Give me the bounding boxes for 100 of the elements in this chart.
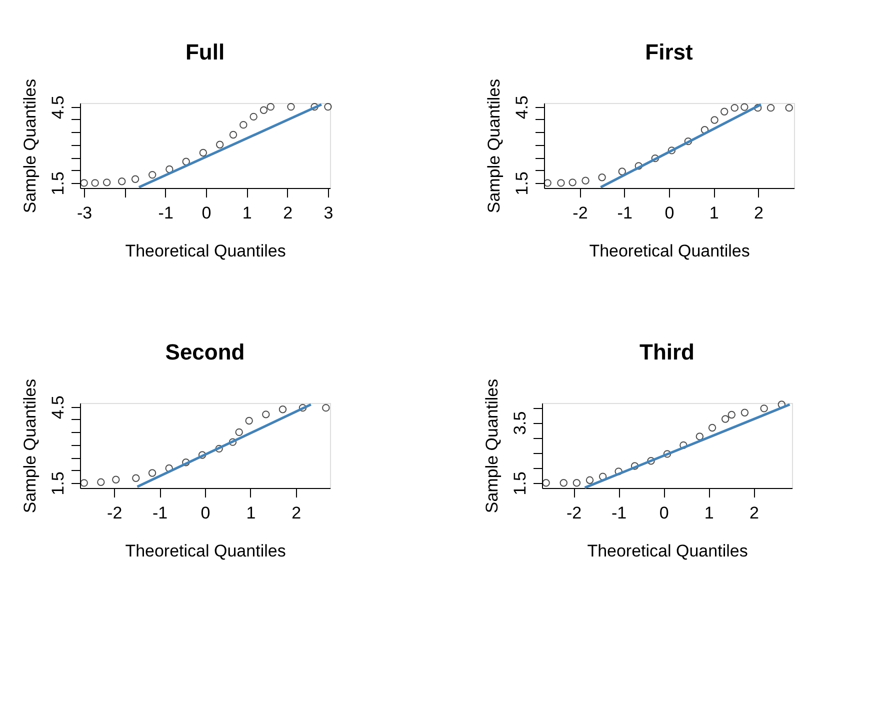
y-tick-label: 1.5: [510, 472, 530, 496]
x-tick-label: 1: [704, 504, 714, 522]
point: [148, 469, 156, 477]
point: [696, 432, 704, 440]
point: [684, 137, 692, 146]
x-tick-label: 1: [242, 204, 252, 222]
y-tick-label: 4.5: [48, 395, 68, 420]
point: [542, 479, 550, 487]
point: [182, 158, 190, 166]
point: [131, 175, 140, 183]
point: [262, 410, 270, 418]
chart-title: Third: [640, 339, 694, 364]
point: [91, 179, 99, 187]
point: [97, 478, 105, 486]
point: [112, 476, 120, 484]
y-axis-title: Sample Quantiles: [20, 78, 40, 214]
point: [298, 404, 307, 412]
point: [266, 102, 275, 111]
x-tick-label: 0: [200, 504, 210, 522]
point: [80, 179, 88, 187]
x-tick-label: 2: [754, 204, 764, 222]
point: [278, 405, 287, 414]
point: [680, 441, 688, 450]
point: [586, 476, 594, 484]
chart-title: Full: [185, 39, 225, 64]
point: [740, 103, 748, 111]
point: [260, 106, 268, 114]
x-tick-label: 0: [659, 504, 669, 522]
point: [235, 428, 243, 436]
x-tick-label: -1: [158, 204, 174, 222]
point: [544, 179, 552, 187]
point: [651, 154, 660, 162]
point: [730, 104, 738, 112]
point: [630, 462, 639, 470]
chart-title: First: [645, 39, 694, 64]
point: [102, 178, 111, 186]
point: [614, 468, 622, 476]
point: [118, 178, 126, 186]
point: [766, 104, 775, 112]
point: [647, 457, 655, 465]
point: [148, 170, 156, 179]
point: [324, 102, 332, 111]
point: [720, 108, 728, 116]
y-axis-title: Sample Quantiles: [20, 378, 40, 514]
x-tick-label: 2: [292, 504, 302, 522]
point: [740, 408, 749, 416]
y-tick-label: 1.5: [48, 472, 68, 496]
y-tick-label: 1.5: [512, 172, 532, 196]
y-axis-title: Sample Quantiles: [484, 78, 504, 214]
point: [760, 404, 768, 412]
x-tick-label: -2: [566, 504, 582, 522]
x-tick-label: 1: [709, 204, 719, 222]
point: [582, 176, 590, 184]
x-tick-label: -2: [572, 204, 588, 222]
point: [240, 120, 248, 129]
point: [80, 479, 88, 487]
point: [668, 146, 676, 154]
point: [228, 438, 237, 446]
point: [182, 458, 190, 466]
x-tick-label: -1: [617, 204, 632, 222]
x-tick-label: 2: [283, 204, 293, 222]
point: [754, 104, 762, 112]
chart-title: Second: [165, 339, 245, 364]
x-axis-title: Theoretical Quantiles: [125, 242, 286, 260]
point: [572, 479, 581, 487]
point: [560, 479, 568, 487]
point: [663, 450, 672, 458]
point: [708, 424, 716, 432]
point: [634, 162, 642, 170]
point: [215, 444, 223, 453]
point: [245, 416, 253, 425]
y-tick-label: 3.5: [510, 411, 530, 435]
point: [568, 178, 576, 186]
point: [287, 102, 295, 111]
point: [710, 116, 718, 124]
point: [216, 140, 224, 148]
point: [598, 173, 606, 182]
point: [785, 104, 793, 112]
x-tick-label: 1: [246, 504, 256, 522]
point: [250, 112, 258, 121]
point: [598, 472, 607, 480]
point: [229, 130, 238, 139]
y-axis-title: Sample Quantiles: [482, 378, 502, 514]
x-tick-label: -3: [77, 204, 92, 222]
x-tick-label: -1: [612, 504, 627, 522]
y-tick-label: 1.5: [48, 172, 68, 196]
x-axis-title: Theoretical Quantiles: [125, 542, 286, 560]
point: [199, 148, 208, 157]
x-tick-label: 0: [664, 204, 674, 222]
point: [198, 451, 206, 459]
point: [728, 410, 736, 419]
point: [322, 404, 330, 412]
x-tick-label: 3: [324, 204, 334, 222]
x-tick-label: 0: [202, 204, 212, 222]
point: [618, 168, 626, 176]
x-tick-label: -2: [107, 504, 122, 522]
y-tick-label: 4.5: [48, 95, 68, 120]
x-tick-label: 2: [749, 504, 759, 522]
point: [557, 179, 565, 187]
point: [166, 165, 174, 174]
